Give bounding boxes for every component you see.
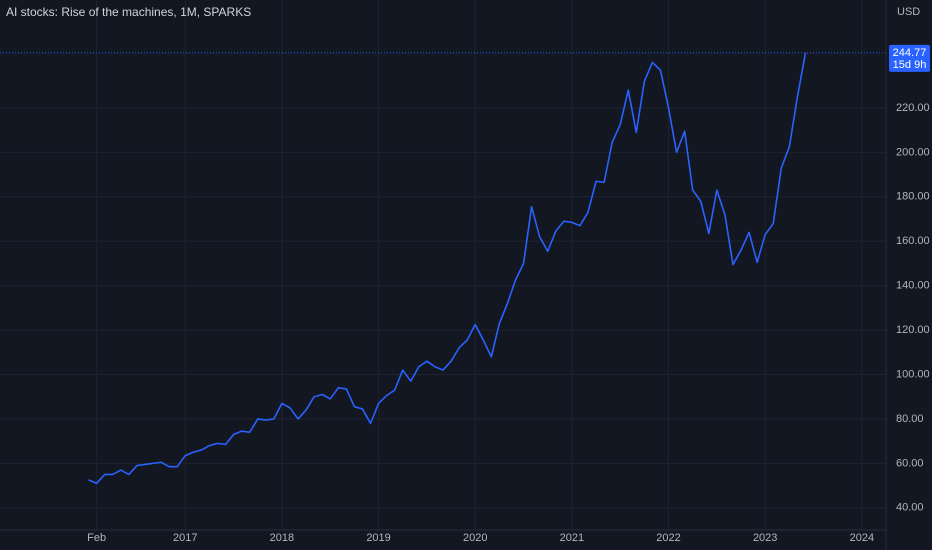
x-tick-label: 2018 [270, 532, 294, 544]
x-tick-label: Feb [87, 532, 106, 544]
grid [0, 0, 886, 530]
x-tick-label: 2019 [366, 532, 390, 544]
y-tick-label: 120.00 [896, 324, 930, 336]
y-tick-label: 60.00 [896, 457, 924, 469]
y-tick-label: 140.00 [896, 280, 930, 292]
y-tick-label: 80.00 [896, 413, 924, 425]
currency-label: USD [897, 6, 920, 18]
price-line [88, 52, 807, 485]
y-tick-label: 200.00 [896, 146, 930, 158]
y-tick-label: 100.00 [896, 368, 930, 380]
last-price-box [889, 44, 930, 72]
y-tick-label: 40.00 [896, 502, 924, 514]
last-price-label: 244.77 [893, 47, 927, 59]
x-tick-label: 2020 [463, 532, 487, 544]
chart-title: AI stocks: Rise of the machines, 1M, SPA… [6, 5, 251, 19]
x-tick-label: 2021 [560, 532, 584, 544]
labels: 40.00 60.00 80.00 100.00 120.00 140.00 160.00 1… [87, 44, 930, 544]
x-tick-label: 2024 [850, 532, 874, 544]
x-tick-label: 2022 [656, 532, 680, 544]
x-tick-label: 2023 [753, 532, 777, 544]
x-tick-label: 2017 [173, 532, 197, 544]
y-tick-label: 220.00 [896, 102, 930, 114]
y-tick-label: 160.00 [896, 235, 930, 247]
countdown-label: 15d 9h [893, 59, 927, 71]
y-tick-label: 180.00 [896, 191, 930, 203]
plot [0, 52, 886, 485]
